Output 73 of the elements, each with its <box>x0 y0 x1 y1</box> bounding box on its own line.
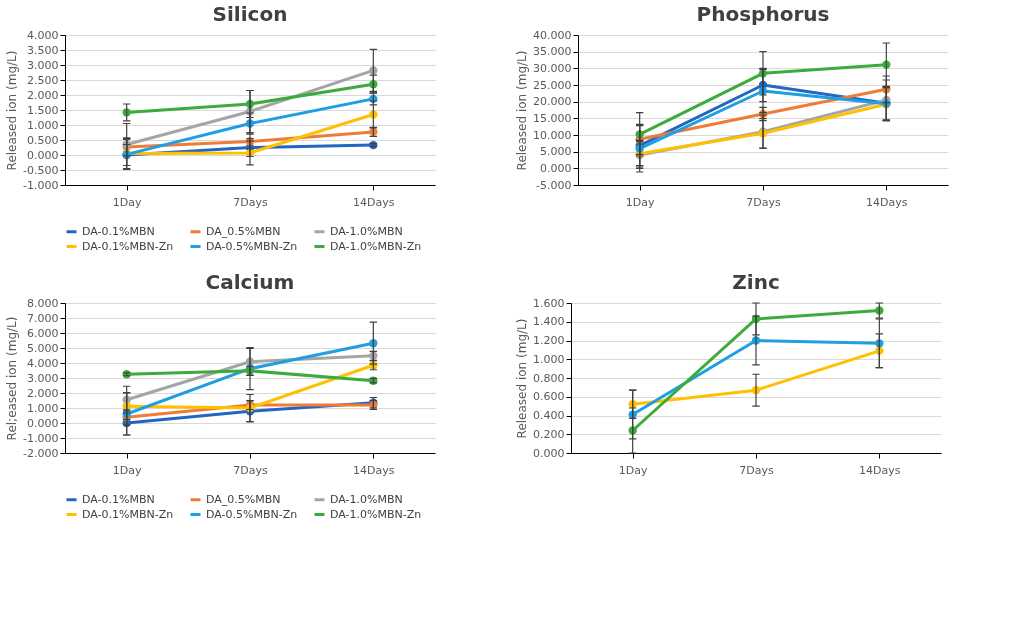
x-tick-label: 1Day <box>618 463 649 477</box>
y-tick-label: 2.000 <box>27 386 59 400</box>
y-axis-title: Rel;eased ion (mg/L) <box>5 316 20 441</box>
y-tick-label: 3.000 <box>27 58 59 72</box>
y-tick-label: 1.000 <box>27 401 59 415</box>
y-tick-label: 6.000 <box>27 326 59 340</box>
legend-label: DA_0.5%MBN <box>206 492 281 506</box>
x-tick-label: 1Day <box>112 195 143 209</box>
y-tick-label: 0.500 <box>27 133 59 147</box>
legend-label: DA_0.5%MBN <box>206 224 281 238</box>
chart-title: Calcium <box>205 270 295 294</box>
x-tick-label: 1Day <box>112 463 143 477</box>
y-tick-label: 4.000 <box>27 356 59 370</box>
y-tick-label: 1.500 <box>27 103 59 117</box>
y-tick-label: 2.000 <box>27 88 59 102</box>
legend-label: DA-1.0%MBN-Zn <box>330 239 422 253</box>
legend-label: DA-1.0%MBN <box>330 224 403 238</box>
x-tick-label: 7Days <box>233 195 268 209</box>
legend-label: DA-0.1%MBN-Zn <box>82 507 174 521</box>
x-tick-label: 7Days <box>746 195 781 209</box>
legend-label: DA-1.0%MBN <box>330 492 403 506</box>
legend-label: DA-0.1%MBN-Zn <box>82 239 174 253</box>
x-tick-label: 7Days <box>233 463 268 477</box>
y-tick-label: 5.000 <box>540 145 572 159</box>
y-tick-label: 3.500 <box>27 43 59 57</box>
y-tick-label: 1.000 <box>27 118 59 132</box>
y-tick-label: 1.200 <box>533 334 565 347</box>
legend-label: DA-0.5%MBN-Zn <box>206 239 298 253</box>
x-tick-label: 14Days <box>353 195 395 209</box>
y-tick-label: 1.600 <box>533 296 565 310</box>
y-tick-label: -2.000 <box>23 446 59 460</box>
x-tick-label: 7Days <box>739 463 774 477</box>
y-tick-label: 0.800 <box>533 371 565 385</box>
y-tick-label: 2.500 <box>27 73 59 87</box>
y-tick-label: 0.000 <box>540 161 572 175</box>
y-tick-label: 5.000 <box>27 341 59 355</box>
y-tick-label: 1.000 <box>533 352 565 366</box>
x-tick-label: 14Days <box>353 463 395 477</box>
y-tick-label: 0.000 <box>27 416 59 430</box>
y-tick-label: 40.000 <box>533 28 572 42</box>
y-tick-label: -0.500 <box>23 163 59 177</box>
y-tick-label: 7.000 <box>27 311 59 325</box>
y-tick-label: 25.000 <box>533 78 572 92</box>
y-tick-label: 0.600 <box>533 390 565 404</box>
x-tick-label: 14Days <box>866 195 908 209</box>
y-tick-label: -1.000 <box>23 178 59 192</box>
y-tick-label: 35.000 <box>533 45 572 59</box>
y-tick-label: 4.000 <box>27 28 59 42</box>
y-axis-title: Released ion (mg/L) <box>5 50 20 171</box>
y-tick-label: 3.000 <box>27 371 59 385</box>
y-tick-label: 8.000 <box>27 296 59 310</box>
chart-title: Phosphorus <box>696 2 830 26</box>
y-tick-label: 1.400 <box>533 315 565 329</box>
y-tick-label: -1.000 <box>23 431 59 445</box>
legend-label: DA-0.1%MBN <box>82 492 155 506</box>
chart-title: Silicon <box>212 2 288 26</box>
y-tick-label: 30.000 <box>533 61 572 75</box>
y-tick-label: 20.000 <box>533 95 572 109</box>
y-tick-label: 15.000 <box>533 111 572 125</box>
y-tick-label: 0.400 <box>533 409 565 422</box>
x-tick-label: 14Days <box>859 463 901 477</box>
y-axis-title: Released ion (mg/L) <box>515 318 530 439</box>
y-tick-label: -5.000 <box>536 178 572 192</box>
legend-label: DA-0.1%MBN <box>82 224 155 238</box>
chart-title: Zinc <box>732 270 780 294</box>
legend-label: DA-0.5%MBN-Zn <box>206 507 298 521</box>
y-axis-title: Released ion (mg/L) <box>515 50 530 171</box>
x-tick-label: 1Day <box>625 195 656 209</box>
y-tick-label: 0.000 <box>27 148 59 162</box>
y-tick-label: 0.000 <box>533 446 565 460</box>
y-tick-label: 0.200 <box>533 427 565 441</box>
y-tick-label: 10.000 <box>533 128 572 142</box>
legend-label: DA-1.0%MBN-Zn <box>330 507 422 521</box>
